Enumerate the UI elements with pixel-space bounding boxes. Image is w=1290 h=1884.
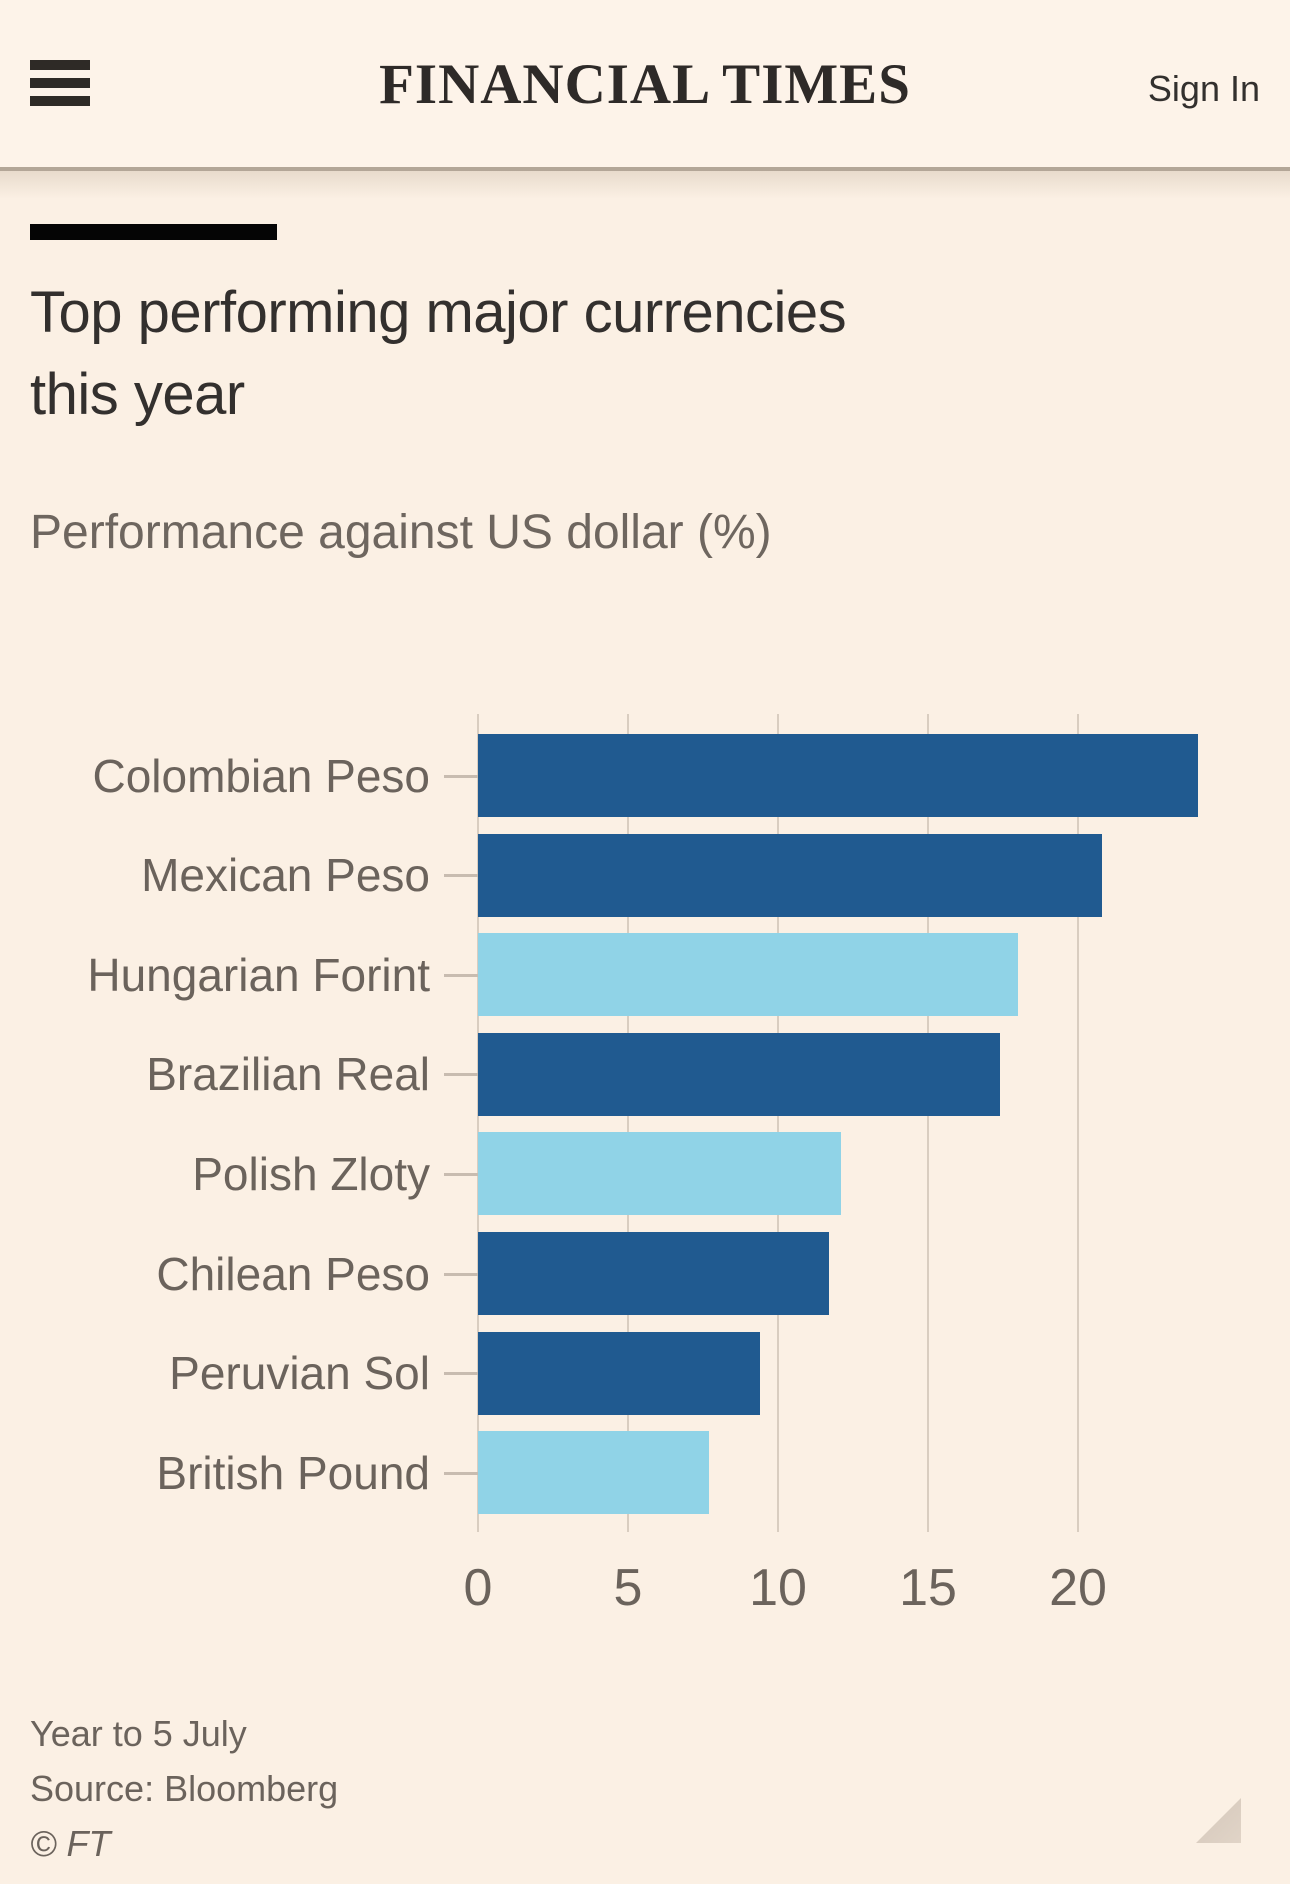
app-header: FINANCIAL TIMES Sign In [0,0,1290,171]
footnote-source: Source: Bloomberg [30,1768,339,1809]
x-tick-label-20: 20 [1049,1559,1107,1617]
hamburger-bar [30,60,90,70]
bar-hungarian-forint [478,933,1018,1016]
bar-chilean-peso [478,1232,829,1315]
kicker-bar [30,224,277,240]
chart-subtitle: Performance against US dollar (%) [30,506,772,559]
x-tick-label-0: 0 [463,1559,493,1617]
footnote-timeframe: Year to 5 July [30,1713,247,1754]
bar-brazilian-real [478,1033,1000,1116]
gridline-x-20 [1077,714,1079,1532]
hamburger-bar [30,78,90,88]
category-label-chilean-peso: Chilean Peso [156,1248,430,1300]
gridline-x-15 [927,714,929,1532]
chart-footnote: Year to 5 July Source: Bloomberg © FT [30,1706,338,1871]
page-title: Top performing major currencies this yea… [30,280,847,428]
bar-polish-zloty [478,1132,841,1215]
ft-masthead-logo[interactable]: FINANCIAL TIMES [379,53,911,116]
x-tick-label-15: 15 [899,1559,957,1617]
category-tick-hungarian-forint [444,974,478,977]
bar-peruvian-sol [478,1332,760,1415]
category-label-british-pound: British Pound [156,1447,430,1499]
category-label-brazilian-real: Brazilian Real [146,1048,430,1100]
category-tick-peruvian-sol [444,1372,478,1375]
x-tick-label-10: 10 [749,1559,807,1617]
category-tick-colombian-peso [444,775,478,778]
category-tick-chilean-peso [444,1273,478,1276]
category-label-mexican-peso: Mexican Peso [141,849,430,901]
category-label-hungarian-forint: Hungarian Forint [87,949,430,1001]
category-tick-mexican-peso [444,874,478,877]
category-label-polish-zloty: Polish Zloty [192,1148,430,1200]
category-tick-polish-zloty [444,1173,478,1176]
hamburger-bar [30,96,90,106]
bar-british-pound [478,1431,709,1514]
gridline-x-0 [477,714,479,1532]
category-tick-brazilian-real [444,1073,478,1076]
bar-colombian-peso [478,734,1198,817]
x-tick-label-5: 5 [613,1559,643,1617]
footnote-copyright: © FT [30,1823,111,1864]
gridline-x-5 [627,714,629,1532]
hamburger-menu-icon[interactable] [30,60,90,108]
category-label-colombian-peso: Colombian Peso [92,750,430,802]
bar-mexican-peso [478,834,1102,917]
category-tick-british-pound [444,1472,478,1475]
category-label-peruvian-sol: Peruvian Sol [169,1347,430,1399]
sign-in-button[interactable]: Sign In [1147,68,1260,109]
gridline-x-10 [777,714,779,1532]
